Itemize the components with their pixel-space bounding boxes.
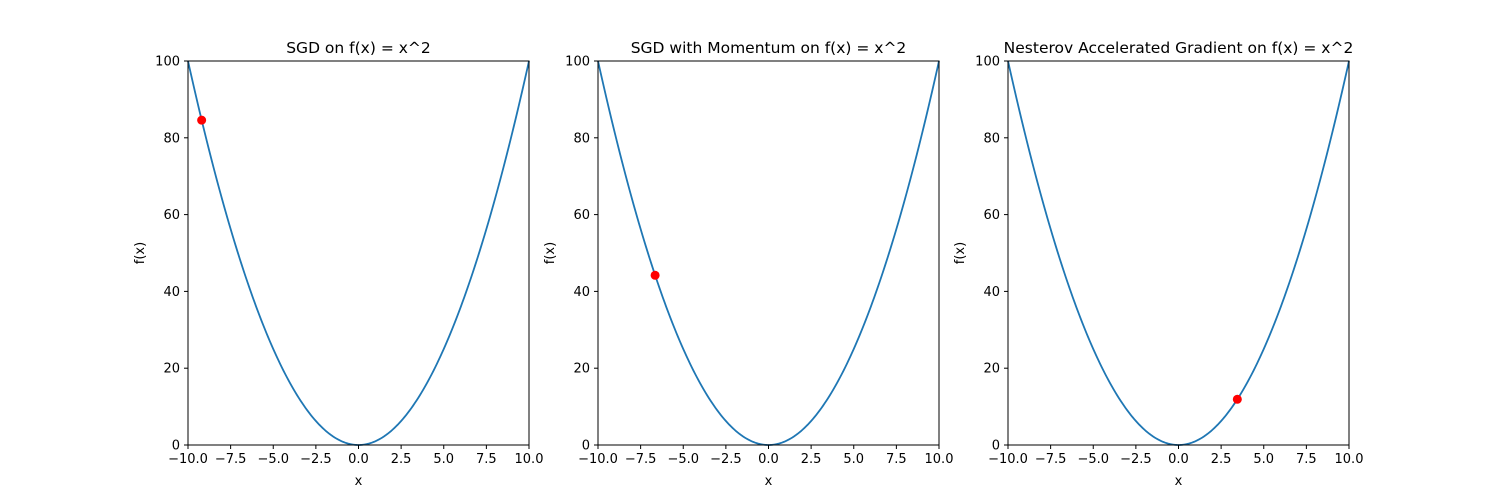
y-tick-label: 80: [983, 131, 1000, 146]
x-tick-label: −5.0: [667, 452, 699, 467]
x-tick-label: 7.5: [886, 452, 907, 467]
subplot-2: −10.0 −7.5 −5.0 −2.5 0.0 2.5 5.0 7.5 10.0 0 20 40 60…: [543, 39, 953, 489]
x-axis-label: x: [1175, 474, 1183, 489]
y-tick-label: 100: [155, 55, 180, 70]
chart-title: Nesterov Accelerated Gradient on f(x) = …: [1004, 39, 1354, 57]
y-tick-label: 40: [983, 285, 1000, 300]
y-axis-label: f(x): [543, 242, 558, 264]
subplot-1: −10.0 −7.5 −5.0 −2.5 0.0 2.5 5.0 7.5 10.0 0 20 40 60…: [133, 39, 543, 489]
function-curve: [597, 60, 940, 446]
x-tick-label: −2.5: [300, 452, 332, 467]
x-tick-label: −7.5: [1035, 452, 1067, 467]
x-tick-label: 7.5: [1296, 452, 1317, 467]
y-tick-label: 0: [582, 439, 590, 454]
x-tick-label: 2.5: [801, 452, 822, 467]
y-tick-label: 20: [983, 362, 1000, 377]
y-tick-label: 80: [163, 131, 180, 146]
x-tick-label: −7.5: [215, 452, 247, 467]
current-point-marker: [650, 270, 660, 280]
x-tick-label: −5.0: [257, 452, 289, 467]
x-tick-label: 10.0: [515, 452, 544, 467]
x-tick-label: 5.0: [843, 452, 864, 467]
y-tick-label: 60: [573, 208, 590, 223]
x-tick-label: −2.5: [710, 452, 742, 467]
x-tick-label: −10.0: [578, 452, 618, 467]
x-tick-label: 10.0: [925, 452, 954, 467]
x-tick-label: 0.0: [758, 452, 779, 467]
function-curve: [1007, 60, 1350, 446]
x-tick-label: −5.0: [1077, 452, 1109, 467]
y-tick-label: 0: [172, 439, 180, 454]
y-tick-label: 20: [163, 362, 180, 377]
x-axis-label: x: [765, 474, 773, 489]
x-tick-label: 7.5: [476, 452, 497, 467]
x-tick-label: −2.5: [1120, 452, 1152, 467]
axes-frame: [597, 60, 940, 446]
y-axis-label: f(x): [133, 242, 148, 264]
current-point-marker: [197, 115, 207, 125]
axes-frame: [187, 60, 530, 446]
function-curve: [187, 60, 530, 446]
x-tick-label: 0.0: [348, 452, 369, 467]
y-tick-label: 0: [992, 439, 1000, 454]
current-point-marker: [1232, 394, 1242, 404]
x-tick-label: 10.0: [1335, 452, 1364, 467]
x-tick-label: 5.0: [433, 452, 454, 467]
y-tick-label: 60: [163, 208, 180, 223]
axes-frame: [1007, 60, 1350, 446]
x-tick-label: 2.5: [1211, 452, 1232, 467]
x-tick-label: −7.5: [625, 452, 657, 467]
x-tick-label: −10.0: [988, 452, 1028, 467]
chart-title: SGD with Momentum on f(x) = x^2: [631, 39, 907, 57]
y-axis-label: f(x): [953, 242, 968, 264]
x-tick-label: −10.0: [168, 452, 208, 467]
y-tick-label: 100: [565, 55, 590, 70]
x-axis-label: x: [355, 474, 363, 489]
y-tick-label: 80: [573, 131, 590, 146]
y-tick-label: 20: [573, 362, 590, 377]
y-tick-label: 60: [983, 208, 1000, 223]
subplot-3: −10.0 −7.5 −5.0 −2.5 0.0 2.5 5.0 7.5 10.0 0 20 40 60…: [953, 39, 1363, 489]
x-tick-label: 0.0: [1168, 452, 1189, 467]
x-tick-label: 5.0: [1253, 452, 1274, 467]
x-tick-label: 2.5: [391, 452, 412, 467]
y-tick-label: 100: [975, 55, 1000, 70]
y-tick-label: 40: [163, 285, 180, 300]
chart-title: SGD on f(x) = x^2: [286, 39, 431, 57]
y-tick-label: 40: [573, 285, 590, 300]
